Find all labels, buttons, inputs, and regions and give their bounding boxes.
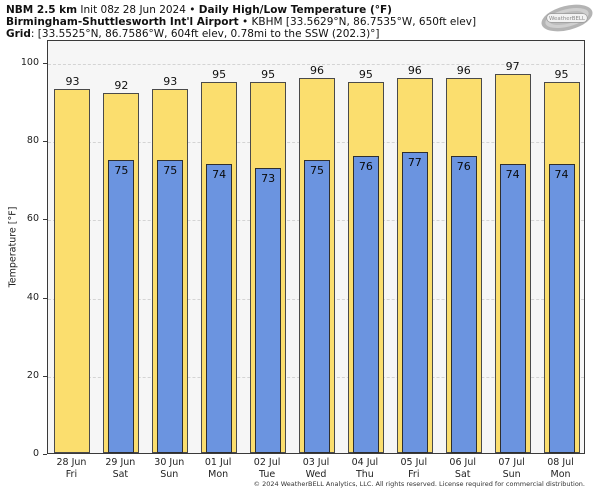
header-line-3: Grid: [33.5525°N, 86.7586°W, 604ft elev,…: [6, 28, 476, 40]
y-tick-label: 60: [26, 213, 39, 225]
x-tick-weekday: Fri: [65, 468, 78, 480]
x-tick-date: 28 Jun: [56, 457, 87, 468]
low-bar: [157, 159, 184, 453]
x-tick-weekday: Sun: [160, 468, 179, 480]
y-tick-mark: [43, 375, 47, 377]
x-tick-label: 02 Jul Tue: [236, 457, 298, 480]
x-tick-label: 29 Jun Sat: [89, 457, 151, 480]
x-tick-label: 07 Jul Sun: [481, 457, 543, 480]
low-value-label: 73: [261, 171, 276, 185]
x-tick-weekday: Sun: [502, 468, 521, 480]
low-value-label: 75: [114, 163, 129, 177]
low-bar: [450, 155, 477, 453]
high-value-label: 93: [163, 75, 178, 89]
model-name: NBM 2.5 km: [6, 4, 78, 16]
high-value-label: 95: [212, 67, 227, 81]
high-bar: [54, 89, 91, 453]
low-value-label: 74: [505, 167, 520, 181]
x-tick-weekday: Mon: [208, 468, 229, 480]
x-tick-weekday: Wed: [305, 468, 327, 480]
high-value-label: 92: [114, 79, 129, 93]
low-bar: [304, 159, 330, 453]
x-tick-date: 06 Jul: [449, 457, 476, 468]
low-value-label: 74: [554, 167, 569, 181]
low-bar: [255, 167, 282, 453]
low-value-label: 74: [212, 167, 227, 181]
low-bar: [548, 163, 575, 453]
x-tick-weekday: Sat: [112, 468, 129, 480]
x-tick-weekday: Thu: [355, 468, 374, 480]
station-name: Birmingham-Shuttlesworth Int'l Airport: [6, 16, 239, 28]
x-tick-date: 05 Jul: [400, 457, 428, 468]
x-tick-weekday: Sat: [454, 468, 471, 480]
high-value-label: 95: [358, 67, 373, 81]
high-value-label: 95: [261, 67, 276, 81]
x-tick-date: 30 Jun: [154, 457, 185, 468]
x-tick-label: 01 Jul Mon: [187, 457, 249, 480]
x-tick-date: 04 Jul: [351, 457, 379, 468]
x-tick-label: 30 Jun Sun: [138, 457, 200, 480]
x-tick-date: 07 Jul: [498, 457, 525, 468]
x-tick-date: 08 Jul: [547, 457, 574, 468]
x-tick-label: 05 Jul Fri: [383, 457, 445, 480]
x-tick-label: 04 Jul Thu: [334, 457, 396, 480]
x-tick-label: 06 Jul Sat: [432, 457, 494, 480]
weatherbell-logo-icon: WeatherBELL: [541, 4, 593, 32]
low-value-label: 75: [310, 163, 324, 177]
grid-line: [48, 64, 584, 65]
y-tick-mark: [43, 454, 47, 455]
high-value-label: 97: [505, 59, 520, 73]
high-value-label: 96: [310, 63, 324, 77]
low-bar: [401, 151, 428, 453]
copyright-text: © 2024 WeatherBELL Analytics, LLC. All r…: [253, 480, 585, 488]
high-value-label: 96: [456, 63, 471, 77]
y-tick-label: 80: [26, 135, 39, 147]
y-tick-label: 0: [32, 448, 39, 459]
station-details: • KBHM [33.5629°N, 86.7535°W, 650ft elev…: [238, 16, 477, 28]
y-tick-mark: [43, 141, 47, 143]
x-tick-weekday: Fri: [408, 468, 420, 480]
x-tick-date: 03 Jul: [302, 457, 330, 468]
low-bar: [499, 163, 526, 453]
low-bar: [206, 163, 233, 453]
grid-details: : [33.5525°N, 86.7586°W, 604ft elev, 0.7…: [30, 28, 380, 40]
y-tick-label: 40: [26, 291, 39, 303]
x-tick-date: 29 Jun: [105, 457, 136, 468]
x-tick-weekday: Tue: [258, 468, 276, 480]
low-value-label: 76: [456, 159, 471, 173]
header-line-1: NBM 2.5 km Init 08z 28 Jun 2024 • Daily …: [6, 4, 476, 16]
y-tick-mark: [43, 297, 47, 299]
x-tick-label: 28 Jun Fri: [40, 457, 102, 480]
logo-text: WeatherBELL: [549, 16, 585, 22]
chart-header: NBM 2.5 km Init 08z 28 Jun 2024 • Daily …: [6, 4, 476, 40]
x-tick-label: 03 Jul Wed: [285, 457, 347, 480]
low-bar: [352, 155, 379, 453]
y-tick-mark: [43, 63, 47, 64]
plot-area: 93 92 75 93 75 95 74 95 73 96 75 95 76 96 77 96 76 97 74 95…: [47, 40, 585, 454]
y-tick-mark: [43, 219, 47, 221]
high-value-label: 93: [65, 75, 80, 89]
product-name: Daily High/Low Temperature (°F): [198, 4, 392, 16]
low-bar: [108, 159, 135, 453]
low-value-label: 77: [407, 155, 422, 169]
high-value-label: 95: [554, 67, 569, 81]
header-line-2: Birmingham-Shuttlesworth Int'l Airport •…: [6, 16, 476, 28]
y-tick-label: 100: [20, 57, 39, 68]
init-time: Init 08z 28 Jun 2024 •: [77, 4, 199, 16]
x-tick-weekday: Mon: [550, 468, 571, 480]
y-tick-label: 20: [26, 369, 39, 381]
low-value-label: 76: [358, 159, 373, 173]
x-tick-label: 08 Jul Mon: [530, 457, 592, 480]
low-value-label: 75: [163, 163, 178, 177]
grid-label: Grid: [6, 28, 31, 40]
x-tick-date: 02 Jul: [253, 457, 281, 468]
high-value-label: 96: [407, 63, 422, 77]
x-tick-date: 01 Jul: [204, 457, 232, 468]
